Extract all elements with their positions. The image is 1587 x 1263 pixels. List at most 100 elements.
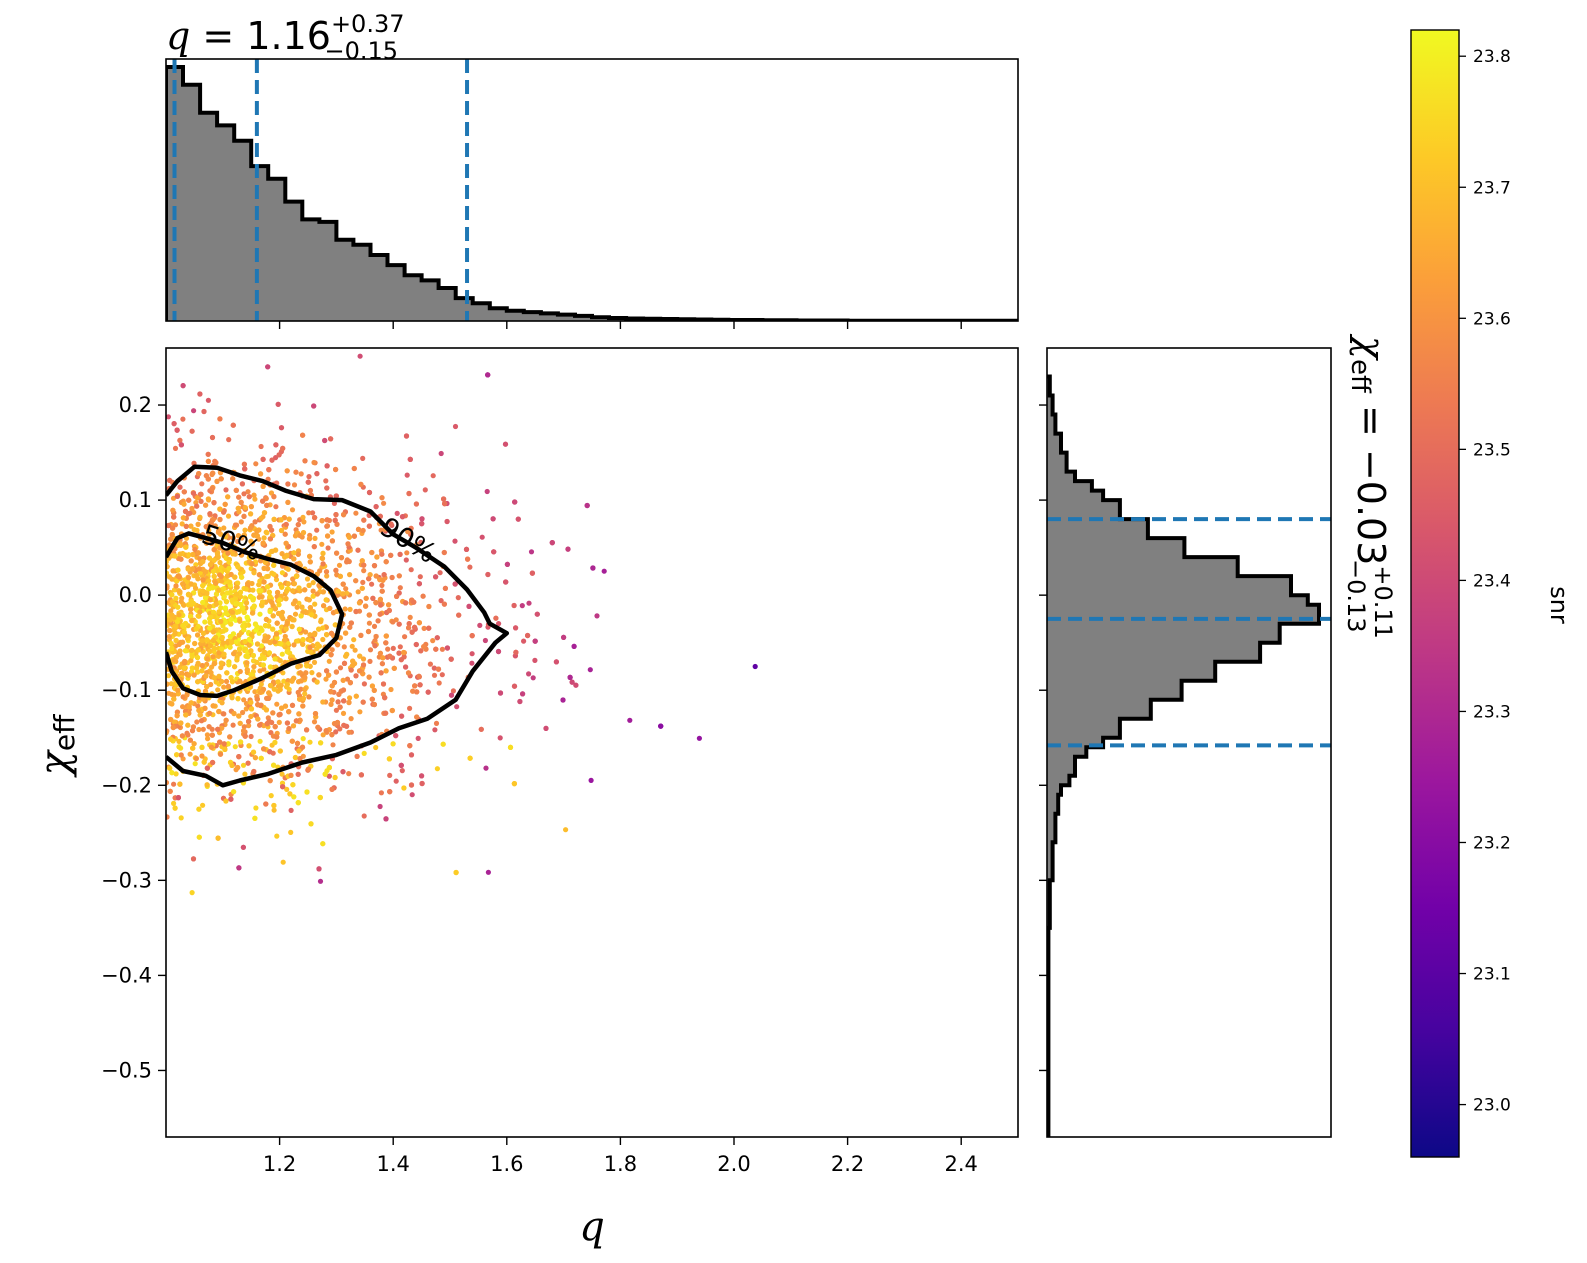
scatter-point <box>257 611 263 617</box>
scatter-point <box>271 516 277 523</box>
scatter-point <box>248 511 254 517</box>
scatter-point <box>228 616 234 623</box>
scatter-point <box>229 639 235 645</box>
scatter-point <box>439 672 445 678</box>
scatter-point <box>211 557 217 563</box>
scatter-point <box>337 665 344 671</box>
scatter-point <box>248 648 254 654</box>
scatter-point <box>306 536 313 542</box>
scatter-point <box>601 568 607 574</box>
scatter-point <box>341 511 347 518</box>
scatter-point <box>188 613 194 620</box>
scatter-point <box>340 581 346 587</box>
scatter-point <box>218 618 224 625</box>
scatter-point <box>385 646 391 652</box>
scatter-point <box>216 650 222 656</box>
scatter-point <box>274 734 280 740</box>
scatter-point <box>359 558 365 564</box>
scatter-point <box>223 610 229 616</box>
scatter-point <box>223 717 229 723</box>
colorbar-tick-label: 23.2 <box>1473 833 1511 853</box>
scatter-point <box>316 672 322 678</box>
scatter-point <box>181 629 187 635</box>
scatter-point <box>373 504 379 510</box>
scatter-point <box>200 726 206 732</box>
scatter-point <box>444 645 450 651</box>
scatter-point <box>271 562 277 568</box>
scatter-point <box>569 679 575 685</box>
scatter-point <box>482 637 488 644</box>
scatter-point <box>283 521 289 528</box>
scatter-point <box>323 728 329 734</box>
scatter-point <box>221 711 227 717</box>
scatter-points <box>166 353 758 896</box>
scatter-point <box>233 591 240 597</box>
scatter-point <box>238 739 244 745</box>
scatter-point <box>291 581 297 587</box>
scatter-point <box>256 594 262 600</box>
scatter-point <box>333 567 339 574</box>
scatter-point <box>696 735 703 741</box>
scatter-point <box>235 538 241 545</box>
scatter-point <box>275 679 281 685</box>
q-histogram <box>166 59 1018 321</box>
scatter-point <box>284 468 290 474</box>
scatter-point <box>361 568 367 574</box>
scatter-point <box>347 680 353 686</box>
scatter-point <box>329 732 335 738</box>
y-axis-title-symbol: χ <box>32 748 78 778</box>
scatter-point <box>512 499 518 505</box>
scatter-point <box>311 544 317 550</box>
scatter-point <box>316 866 322 872</box>
scatter-point <box>206 555 213 561</box>
x-tick-label: 1.6 <box>490 1152 523 1176</box>
scatter-point <box>260 483 266 489</box>
scatter-point <box>543 725 549 732</box>
scatter-point <box>296 626 302 633</box>
scatter-point <box>176 612 182 618</box>
scatter-point <box>172 631 178 637</box>
scatter-point <box>176 641 182 647</box>
scatter-point <box>361 681 367 687</box>
scatter-point <box>300 641 306 647</box>
scatter-point <box>218 476 224 482</box>
scatter-point <box>490 516 496 522</box>
scatter-point <box>348 716 354 722</box>
scatter-point <box>223 534 229 540</box>
scatter-point <box>333 669 339 675</box>
q-marginal-title: q = 1.16+0.37 −0.15 <box>166 10 404 65</box>
scatter-point <box>347 572 353 578</box>
scatter-point <box>358 772 364 778</box>
scatter-point <box>398 657 404 663</box>
scatter-point <box>169 770 175 776</box>
scatter-point <box>171 696 177 702</box>
scatter-point <box>352 647 358 653</box>
scatter-point <box>311 459 317 466</box>
scatter-point <box>296 585 302 591</box>
scatter-point <box>323 597 329 603</box>
scatter-point <box>193 755 199 762</box>
scatter-point <box>412 624 418 630</box>
scatter-point <box>257 578 263 584</box>
scatter-point <box>234 609 240 615</box>
scatter-point <box>323 676 329 682</box>
scatter-point <box>255 716 261 722</box>
scatter-point <box>433 720 440 727</box>
scatter-point <box>317 794 323 801</box>
scatter-point <box>453 869 459 876</box>
scatter-point <box>302 686 308 693</box>
scatter-point <box>282 703 289 709</box>
scatter-point <box>191 509 197 515</box>
scatter-point <box>584 502 590 509</box>
scatter-point <box>383 816 389 822</box>
scatter-point <box>227 644 233 650</box>
scatter-point <box>252 755 258 761</box>
scatter-point <box>497 735 503 741</box>
scatter-point <box>228 796 234 802</box>
q-title-median: 1.16 <box>246 14 331 58</box>
scatter-point <box>360 656 367 662</box>
scatter-point <box>169 612 175 618</box>
scatter-point <box>173 623 179 629</box>
scatter-point <box>271 571 277 577</box>
scatter-point <box>235 764 241 771</box>
